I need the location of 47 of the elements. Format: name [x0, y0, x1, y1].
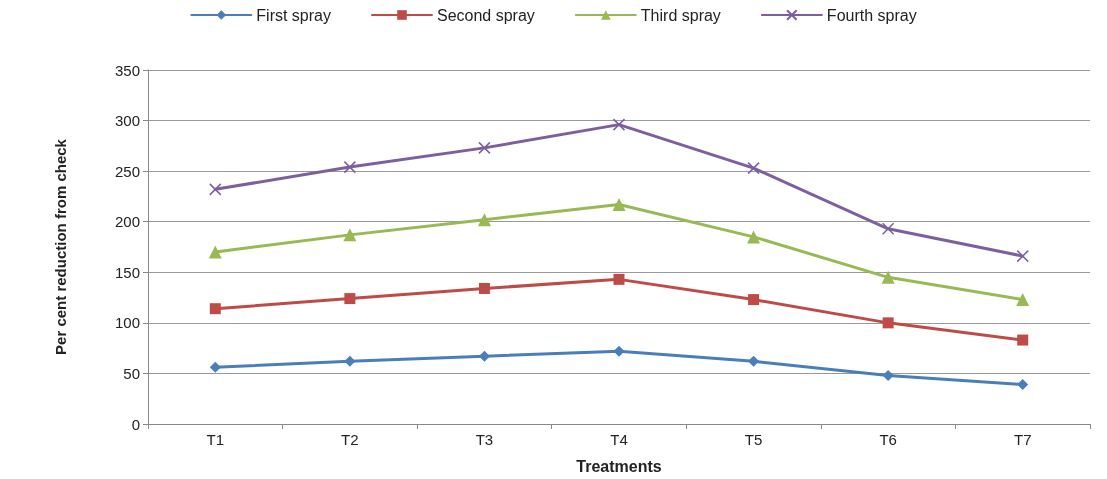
- x-tick-label: T4: [610, 431, 628, 448]
- point: [881, 222, 895, 236]
- legend-label: Fourth spray: [826, 6, 917, 24]
- legend-label: Third spray: [640, 6, 721, 24]
- point: [1017, 334, 1029, 346]
- legend-label: Second spray: [437, 6, 535, 24]
- point: [478, 282, 490, 294]
- point: [882, 369, 894, 381]
- point: [881, 270, 895, 284]
- point: [748, 294, 760, 306]
- y-tick-label: 50: [123, 364, 140, 382]
- x-tick-label: T2: [341, 431, 359, 448]
- point: [747, 161, 760, 175]
- point: [747, 230, 761, 244]
- y-tick-label: 300: [114, 112, 140, 130]
- point: [612, 118, 626, 131]
- point: [748, 355, 760, 367]
- point: [612, 198, 626, 212]
- x-tick-label: T1: [206, 431, 225, 448]
- x-axis-title: Treatments: [576, 457, 662, 475]
- point: [344, 355, 356, 367]
- y-tick-label: 200: [114, 213, 140, 231]
- point: [1017, 379, 1029, 391]
- point: [343, 160, 357, 174]
- x-tick-label: T5: [744, 431, 763, 448]
- point: [343, 228, 357, 242]
- point: [477, 213, 491, 227]
- y-tick-label: 0: [131, 415, 140, 433]
- point: [882, 317, 894, 329]
- y-tick-label: 150: [114, 263, 140, 281]
- legend-label: First spray: [256, 6, 331, 24]
- point: [209, 303, 221, 315]
- point: [478, 141, 491, 155]
- point: [209, 183, 222, 196]
- x-tick-label: T7: [1013, 431, 1032, 448]
- y-axis-title: Per cent reduction from check: [52, 138, 69, 355]
- point: [209, 361, 221, 373]
- point: [1016, 293, 1030, 307]
- point: [208, 245, 222, 259]
- point: [344, 293, 356, 305]
- x-tick-label: T6: [879, 431, 897, 448]
- point: [613, 273, 625, 285]
- x-tick-label: T3: [475, 431, 494, 448]
- y-tick-label: 350: [114, 61, 140, 79]
- y-tick-label: 100: [114, 314, 140, 332]
- point: [1016, 249, 1029, 263]
- y-tick-label: 250: [114, 162, 140, 180]
